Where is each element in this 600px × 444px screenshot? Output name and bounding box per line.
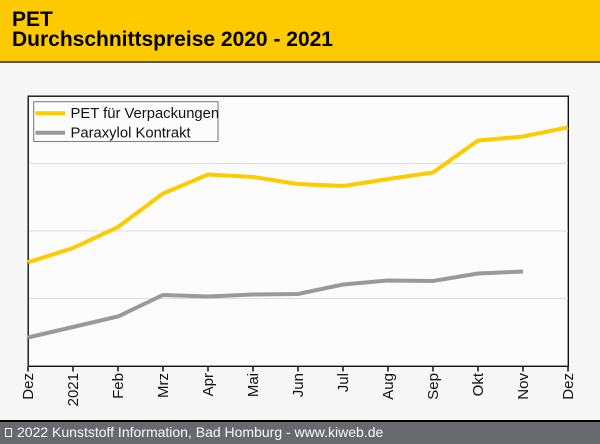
svg-text:Paraxylol Kontrakt: Paraxylol Kontrakt <box>71 126 191 142</box>
svg-text:Feb: Feb <box>110 373 127 399</box>
svg-text:Apr: Apr <box>200 373 217 396</box>
svg-text:Okt: Okt <box>470 372 487 396</box>
svg-text:Sep: Sep <box>425 373 442 400</box>
svg-text:Dez: Dez <box>20 373 37 400</box>
svg-text:Nov: Nov <box>515 373 532 400</box>
svg-text:2021: 2021 <box>65 373 82 406</box>
svg-text:Dez: Dez <box>560 373 577 400</box>
svg-text:Jun: Jun <box>290 373 307 397</box>
svg-text:Jul: Jul <box>335 373 352 392</box>
svg-text:Aug: Aug <box>380 373 397 400</box>
svg-text:Mrz: Mrz <box>155 373 172 398</box>
svg-text:Mai: Mai <box>245 373 262 397</box>
svg-text:PET für Verpackungen: PET für Verpackungen <box>71 106 220 122</box>
